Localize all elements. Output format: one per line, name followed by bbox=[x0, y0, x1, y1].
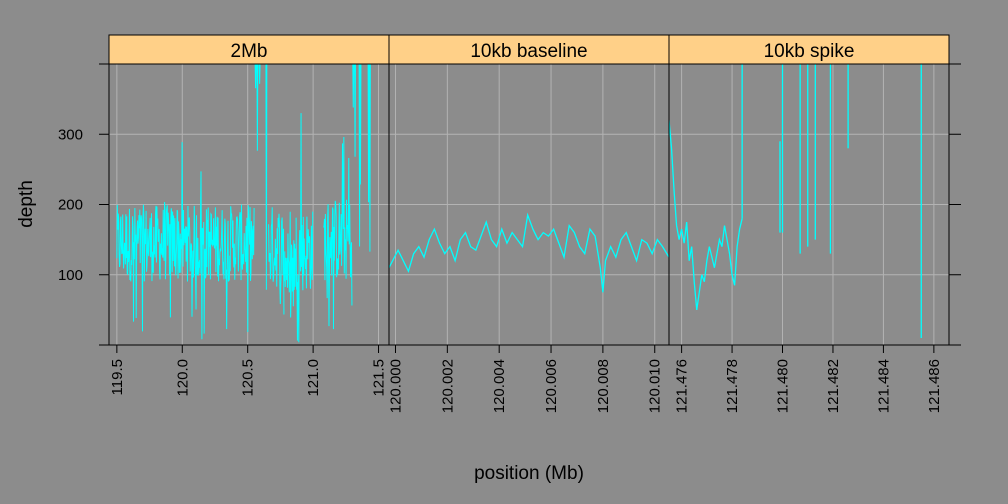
x-tick-label: 121.486 bbox=[926, 359, 943, 413]
panel-data bbox=[116, 64, 371, 345]
panel-strip-label: 10kb baseline bbox=[470, 41, 587, 62]
y-tick-label: 200 bbox=[58, 197, 83, 214]
panel-strip bbox=[108, 34, 390, 65]
x-tick-label: 120.000 bbox=[387, 359, 404, 413]
x-tick-label: 121.5 bbox=[371, 359, 388, 397]
panel-strip-label: 10kb spike bbox=[764, 41, 855, 62]
y-axis-title: depth bbox=[16, 180, 37, 228]
x-tick-label: 120.010 bbox=[647, 359, 664, 413]
coverage-line-segment bbox=[283, 211, 297, 318]
coverage-line-segment bbox=[323, 137, 353, 330]
panel-data bbox=[669, 64, 922, 338]
x-tick-label: 121.478 bbox=[724, 359, 741, 413]
panel-strip-label: 2Mb bbox=[231, 41, 268, 62]
x-tick-label: 121.482 bbox=[825, 359, 842, 413]
y-tick-label: 300 bbox=[58, 126, 83, 143]
x-tick-label: 120.004 bbox=[491, 359, 508, 413]
coverage-line-segment bbox=[295, 113, 314, 343]
x-tick-label: 120.5 bbox=[240, 359, 257, 397]
x-axis-title: position (Mb) bbox=[474, 463, 584, 484]
x-tick-label: 120.002 bbox=[439, 359, 456, 413]
panels-group: 2Mb 119.5 120.0 120.5 121.0 121.5 10kb baselin… bbox=[58, 34, 961, 413]
y-tick-label: 100 bbox=[58, 267, 83, 284]
coverage-line-segment bbox=[352, 64, 371, 252]
coverage-line bbox=[389, 212, 669, 293]
coverage-line-segment bbox=[268, 207, 285, 315]
x-tick-label: 121.0 bbox=[305, 359, 322, 397]
coverage-line bbox=[669, 120, 743, 310]
x-tick-label: 120.0 bbox=[174, 359, 191, 397]
x-tick-label: 121.476 bbox=[674, 359, 691, 413]
x-tick-label: 121.480 bbox=[775, 359, 792, 413]
x-tick-label: 119.5 bbox=[109, 359, 126, 395]
x-tick-label: 120.006 bbox=[543, 359, 560, 413]
x-tick-label: 120.008 bbox=[595, 359, 612, 413]
panel-3: 10kb spike 121.476 121.478 121.480 121.482 12… bbox=[668, 34, 950, 413]
coverage-line-segment bbox=[116, 142, 255, 340]
panel-data bbox=[389, 212, 669, 293]
x-tick-label: 121.484 bbox=[875, 359, 892, 413]
